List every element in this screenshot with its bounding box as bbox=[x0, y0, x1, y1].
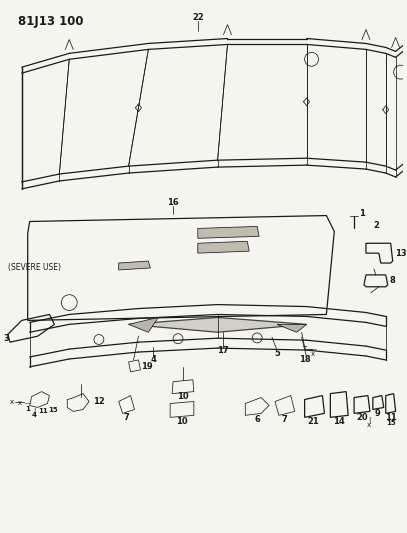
Text: x: x bbox=[367, 422, 371, 428]
Text: T: T bbox=[302, 346, 307, 352]
Text: 17: 17 bbox=[217, 345, 228, 354]
Text: x: x bbox=[311, 351, 315, 357]
Text: 11: 11 bbox=[39, 408, 48, 414]
Text: 10: 10 bbox=[176, 417, 188, 426]
Polygon shape bbox=[198, 227, 259, 238]
Text: x —: x — bbox=[18, 400, 31, 407]
Text: 18: 18 bbox=[299, 356, 311, 365]
Text: 3: 3 bbox=[4, 334, 10, 343]
Text: 13: 13 bbox=[395, 249, 406, 257]
Polygon shape bbox=[277, 325, 306, 332]
Text: 15: 15 bbox=[386, 420, 396, 426]
Text: 8: 8 bbox=[389, 276, 396, 285]
Text: 81J13 100: 81J13 100 bbox=[18, 15, 83, 28]
Text: 9: 9 bbox=[375, 409, 381, 418]
Polygon shape bbox=[129, 318, 158, 332]
Text: 14: 14 bbox=[333, 417, 345, 426]
Text: 1: 1 bbox=[25, 407, 30, 413]
Text: —: — bbox=[310, 346, 317, 352]
Text: 4: 4 bbox=[150, 356, 156, 365]
Text: (SEVERE USE): (SEVERE USE) bbox=[8, 263, 61, 272]
Text: 5: 5 bbox=[274, 349, 280, 358]
Text: 15: 15 bbox=[48, 407, 58, 414]
Text: x: x bbox=[10, 399, 14, 405]
Text: 10: 10 bbox=[177, 392, 189, 401]
Text: 20: 20 bbox=[356, 413, 368, 422]
Text: 4: 4 bbox=[32, 413, 37, 418]
Text: 16: 16 bbox=[167, 198, 179, 207]
Text: 1: 1 bbox=[359, 209, 365, 218]
Polygon shape bbox=[129, 318, 306, 332]
Text: 7: 7 bbox=[282, 415, 288, 424]
Polygon shape bbox=[119, 261, 150, 270]
Polygon shape bbox=[198, 241, 249, 253]
Text: 21: 21 bbox=[308, 417, 319, 426]
Text: 19: 19 bbox=[142, 362, 153, 372]
Text: 22: 22 bbox=[192, 13, 204, 22]
Text: |: | bbox=[33, 408, 36, 415]
Text: 2: 2 bbox=[374, 221, 380, 230]
Text: 12: 12 bbox=[93, 397, 105, 406]
Text: 6: 6 bbox=[254, 415, 260, 424]
Text: |: | bbox=[368, 417, 370, 424]
Text: 7: 7 bbox=[124, 413, 129, 422]
Text: 11: 11 bbox=[385, 413, 396, 422]
